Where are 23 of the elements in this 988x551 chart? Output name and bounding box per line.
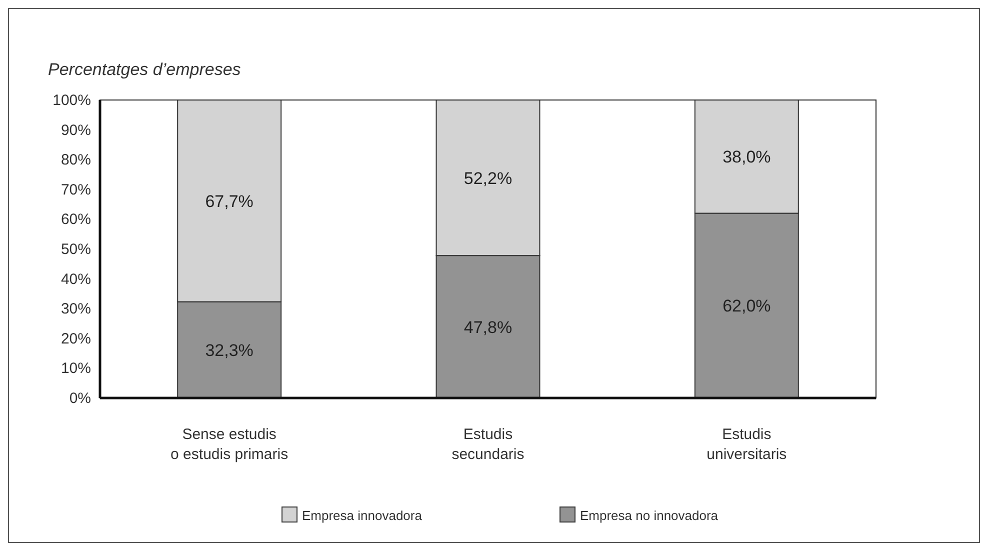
data-label: 67,7% [205, 192, 254, 211]
data-label: 62,0% [722, 296, 771, 316]
legend-label: Empresa innovadora [302, 508, 423, 523]
y-tick-label: 60% [60, 211, 91, 228]
y-tick-label: 90% [60, 122, 91, 139]
y-tick-label: 70% [60, 181, 91, 198]
data-label: 38,0% [722, 148, 771, 167]
y-tick-label: 30% [60, 300, 91, 318]
data-label: 52,2% [464, 168, 512, 188]
x-tick-label: Estudis secundaris [452, 426, 524, 463]
chart-title: Percentatges d’empreses [48, 60, 242, 79]
y-tick-label: 0% [69, 390, 91, 407]
data-label: 32,3% [205, 340, 254, 360]
x-tick-label: Estudis universitaris [706, 426, 787, 463]
data-label: 47,8% [464, 318, 512, 337]
y-tick-label: 100% [52, 92, 91, 109]
y-tick-label: 40% [60, 270, 91, 288]
y-tick-label: 10% [60, 360, 91, 378]
y-tick-label: 80% [60, 152, 91, 169]
legend-label: Empresa no innovadora [580, 508, 719, 523]
x-tick-label: Sense estudis o estudis primaris [170, 426, 288, 463]
y-tick-label: 50% [60, 241, 91, 258]
y-tick-label: 20% [60, 330, 91, 348]
